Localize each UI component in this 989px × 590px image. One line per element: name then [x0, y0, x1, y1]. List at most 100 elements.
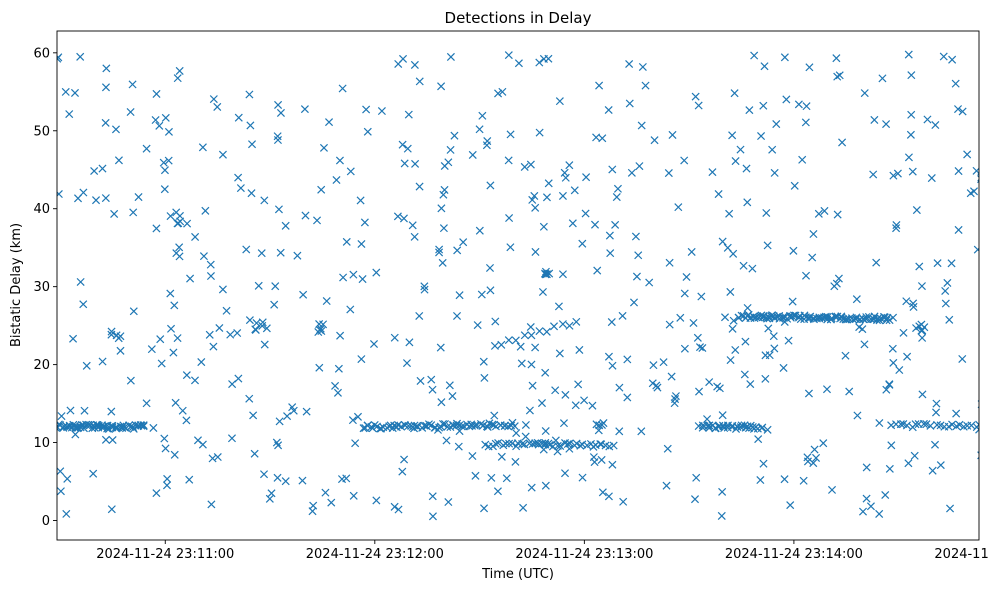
detection-marker — [477, 290, 486, 299]
detection-marker — [358, 275, 367, 284]
detection-marker — [398, 467, 407, 476]
detection-marker — [134, 193, 143, 202]
detection-marker — [420, 282, 429, 291]
detection-marker — [553, 441, 562, 450]
detection-marker — [157, 359, 166, 368]
detection-marker — [772, 120, 781, 129]
detection-marker — [804, 389, 813, 398]
detection-marker — [784, 336, 793, 345]
detection-marker — [137, 421, 146, 430]
detection-marker — [769, 332, 778, 341]
detection-marker — [689, 318, 698, 327]
detection-marker — [743, 198, 752, 207]
detection-marker — [875, 509, 884, 518]
detection-marker — [726, 287, 735, 296]
detection-marker — [334, 364, 343, 373]
detection-marker — [759, 101, 768, 110]
detection-marker — [834, 274, 843, 283]
detection-marker — [166, 289, 175, 298]
detection-marker — [360, 218, 369, 227]
detection-marker — [446, 52, 455, 61]
detection-marker — [275, 417, 284, 426]
detection-marker — [812, 453, 821, 462]
detection-marker — [209, 342, 218, 351]
detection-marker — [512, 429, 521, 438]
detection-marker — [904, 50, 913, 59]
detection-marker — [588, 401, 597, 410]
detection-marker — [166, 212, 175, 221]
detection-marker — [505, 214, 514, 223]
detection-marker — [955, 420, 964, 429]
detection-marker — [298, 476, 307, 485]
detection-marker — [273, 135, 282, 145]
detection-marker — [80, 406, 89, 415]
detection-marker — [501, 439, 510, 448]
detection-marker — [882, 316, 891, 325]
detection-marker — [315, 325, 324, 335]
detection-marker — [750, 51, 759, 60]
x-axis-label: Time (UTC) — [481, 567, 554, 582]
detection-marker — [116, 346, 125, 355]
detection-marker — [526, 160, 535, 169]
detection-marker — [714, 190, 723, 199]
detection-marker — [609, 441, 618, 450]
detection-marker — [514, 59, 523, 68]
detection-marker — [575, 345, 584, 354]
detection-marker — [98, 357, 107, 366]
detection-marker — [403, 144, 412, 153]
detection-marker — [531, 247, 540, 256]
detection-marker — [190, 376, 200, 385]
detection-marker — [594, 426, 603, 435]
detection-marker — [281, 221, 290, 230]
detection-marker — [528, 381, 537, 390]
detection-marker — [531, 343, 540, 352]
detection-marker — [718, 237, 727, 246]
detection-marker — [415, 182, 424, 191]
detection-marker — [337, 475, 347, 484]
detection-marker — [911, 420, 920, 429]
detection-marker — [309, 501, 318, 510]
detection-marker — [234, 113, 243, 122]
detection-marker — [551, 386, 560, 395]
detection-marker — [574, 380, 583, 389]
detection-marker — [491, 317, 500, 326]
detection-marker — [363, 127, 372, 136]
detection-marker — [608, 460, 617, 469]
detection-marker — [895, 366, 904, 375]
detection-marker — [862, 313, 871, 322]
detection-marker — [427, 375, 436, 384]
detection-marker — [671, 392, 680, 401]
detection-marker — [858, 507, 868, 516]
detection-marker — [578, 440, 587, 449]
detection-marker — [486, 181, 495, 190]
detection-marker — [860, 340, 869, 349]
x-tick-label: 2024-11-24 23:11:00 — [96, 547, 234, 562]
detection-marker — [393, 212, 402, 221]
detection-marker — [336, 331, 345, 340]
detection-marker — [889, 171, 898, 180]
detection-marker — [903, 352, 912, 361]
detection-marker — [257, 249, 266, 258]
detection-marker — [139, 421, 148, 430]
detection-marker — [915, 262, 924, 271]
detection-marker — [90, 166, 99, 176]
detection-marker — [831, 312, 840, 321]
detection-marker — [882, 120, 891, 129]
detection-marker — [718, 487, 727, 496]
detection-marker — [506, 243, 515, 252]
detection-marker — [79, 424, 88, 433]
detection-marker — [259, 470, 269, 479]
detection-marker — [159, 158, 168, 167]
detection-marker — [162, 481, 172, 490]
detection-marker — [405, 338, 414, 347]
detection-marker — [845, 387, 854, 396]
detection-marker — [394, 505, 403, 514]
detection-marker — [440, 161, 449, 171]
detection-marker — [910, 451, 919, 460]
detection-marker — [909, 302, 918, 311]
detection-marker — [390, 502, 399, 511]
detection-marker — [502, 474, 511, 483]
detection-marker — [479, 357, 488, 366]
detection-marker — [743, 303, 752, 312]
